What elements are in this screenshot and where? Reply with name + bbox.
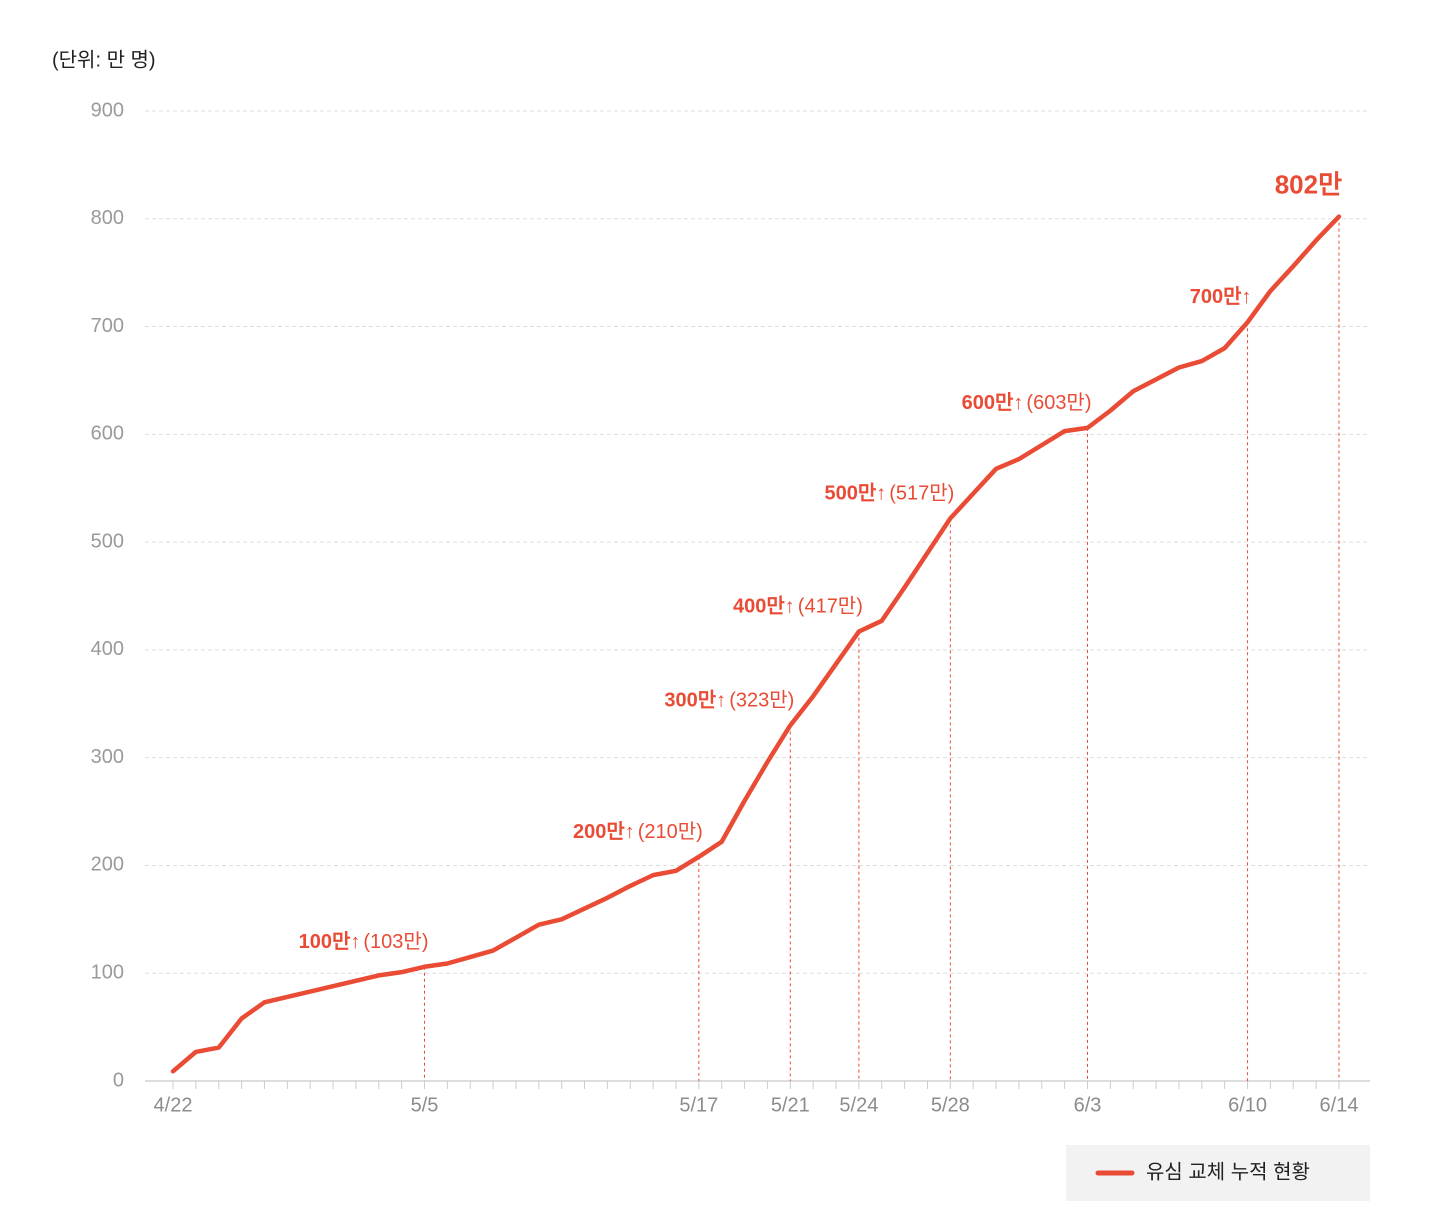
y-tick-label: 100 [91, 962, 124, 984]
series-line [170, 214, 1342, 1074]
annotation-label: 100만↑ [299, 930, 361, 953]
y-tick-label: 400 [91, 638, 124, 660]
y-tick-label: 0 [113, 1069, 124, 1091]
annotation: 400만↑ (417만) [733, 595, 863, 618]
x-tick-label: 6/3 [1074, 1094, 1102, 1116]
y-tick-label: 600 [91, 423, 124, 445]
y-tick-label: 700 [91, 315, 124, 337]
y-tick-label: 300 [91, 746, 124, 768]
y-tick-label: 500 [91, 530, 124, 552]
annotation-label: 200만↑ [573, 820, 635, 843]
x-tick-label: 6/14 [1320, 1094, 1359, 1116]
annotation: 300만↑ (323만) [664, 689, 794, 712]
x-tick-label: 5/28 [931, 1094, 970, 1116]
annotation-label: 700만↑ [1190, 286, 1252, 309]
annotation-label: 500만↑ [824, 482, 886, 505]
x-tick-label: 5/21 [771, 1094, 810, 1116]
annotation-detail: (517만) [889, 482, 954, 505]
annotation-detail: (417만) [798, 595, 863, 618]
annotation-label: 400만↑ [733, 595, 795, 618]
y-tick-label: 800 [91, 207, 124, 229]
annotation: 600만↑ (603만) [962, 391, 1092, 414]
y-tick-label: 200 [91, 854, 124, 876]
annotation-detail: (603만) [1026, 391, 1091, 414]
x-tick-label: 5/24 [839, 1094, 878, 1116]
annotation: 500만↑ (517만) [824, 482, 954, 505]
x-tick-label: 5/5 [411, 1094, 439, 1116]
annotation-detail: (103만) [363, 930, 428, 953]
unit-label: (단위: 만 명) [52, 48, 156, 71]
annotation: 100만↑ (103만) [299, 930, 429, 953]
legend-label: 유심 교체 누적 현황 [1146, 1160, 1310, 1183]
x-tick-label: 6/10 [1228, 1094, 1267, 1116]
annotation: 700만↑ [1190, 286, 1252, 309]
end-label: 802만 [1275, 169, 1342, 199]
y-tick-label: 900 [91, 99, 124, 121]
annotation-label: 300만↑ [664, 689, 726, 712]
x-tick-label: 5/17 [679, 1094, 718, 1116]
x-tick-label: 4/22 [154, 1094, 193, 1116]
annotation-label: 600만↑ [962, 391, 1024, 414]
annotation-detail: (210만) [638, 820, 703, 843]
annotation-detail: (323만) [729, 689, 794, 712]
annotation: 200만↑ (210만) [573, 820, 703, 843]
